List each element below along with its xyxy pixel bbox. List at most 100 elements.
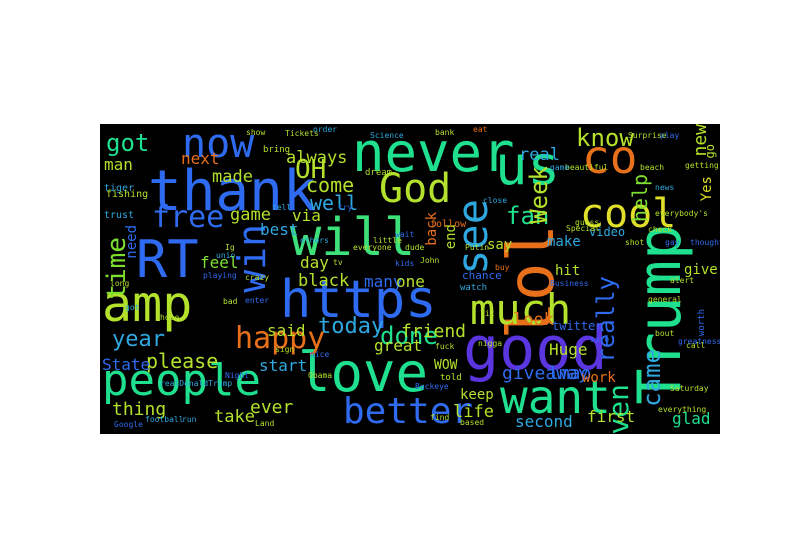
- word: work: [582, 370, 616, 386]
- word: cool: [580, 191, 677, 237]
- word: beach: [640, 163, 665, 172]
- word: guess: [575, 218, 600, 227]
- word: trust: [104, 210, 135, 221]
- word: take: [214, 407, 255, 427]
- word: lmao: [548, 363, 592, 384]
- word: amp: [102, 275, 193, 333]
- word: God: [379, 166, 452, 212]
- word: co: [582, 130, 638, 184]
- word: Surprise: [628, 131, 667, 140]
- word: hit: [555, 263, 581, 279]
- word: WOW: [434, 358, 458, 373]
- word: show: [246, 128, 266, 137]
- word: ever: [250, 397, 294, 418]
- word: today: [318, 314, 385, 339]
- word: RT: [136, 230, 199, 290]
- word: buy: [495, 263, 510, 272]
- word: keep: [460, 387, 494, 403]
- word: Ig: [225, 243, 235, 252]
- word: second: [515, 412, 573, 431]
- word: good: [463, 314, 608, 384]
- word: came: [638, 349, 666, 407]
- word: best: [260, 220, 299, 239]
- word: better: [343, 391, 474, 432]
- word: many: [364, 272, 403, 291]
- word: feel: [200, 253, 239, 272]
- word: eat: [473, 125, 488, 134]
- word: Saturday: [670, 384, 709, 393]
- word: Special: [566, 224, 600, 233]
- word: fan: [506, 202, 550, 230]
- word: Tickets: [285, 129, 319, 138]
- word: bad: [223, 297, 238, 306]
- word: sign: [275, 345, 295, 354]
- word: please: [146, 349, 219, 373]
- word: Land: [255, 419, 275, 428]
- word: come: [306, 173, 355, 197]
- word: help: [628, 174, 652, 223]
- word: will: [290, 208, 416, 268]
- word: find: [430, 413, 450, 422]
- word: got: [106, 129, 150, 157]
- word: giveaway: [502, 363, 589, 384]
- word: alert: [670, 276, 695, 285]
- word: Night: [225, 371, 250, 380]
- word: first: [587, 407, 636, 426]
- word: Business: [550, 279, 589, 288]
- word: shot: [625, 238, 645, 247]
- word: glad: [672, 409, 711, 428]
- word: tiger: [104, 183, 135, 194]
- word: done: [380, 322, 438, 350]
- word: real: [519, 145, 560, 165]
- word: thing: [112, 399, 167, 420]
- word: wait: [395, 230, 415, 239]
- word: John: [420, 256, 440, 265]
- word: play: [660, 131, 680, 140]
- word: love: [298, 341, 429, 404]
- word: tell: [272, 203, 292, 212]
- word: people: [102, 355, 261, 406]
- word: year: [112, 327, 165, 352]
- word: Buckeye: [415, 382, 449, 391]
- word: bout: [655, 329, 675, 338]
- word: go: [703, 144, 717, 159]
- word: Google: [114, 420, 143, 429]
- word: everyone: [353, 243, 392, 252]
- word: never: [352, 124, 515, 184]
- word: great: [374, 336, 423, 355]
- word: dude: [405, 243, 425, 252]
- word: gay: [665, 238, 680, 247]
- word: State: [102, 355, 151, 374]
- word: hope: [160, 313, 180, 322]
- word: want: [500, 370, 611, 424]
- word: free: [152, 200, 225, 235]
- word: video: [589, 225, 626, 239]
- word: OH: [295, 155, 327, 185]
- word: chance: [462, 269, 502, 282]
- word: said: [267, 321, 306, 340]
- word: kids: [395, 259, 415, 268]
- word: football: [145, 415, 184, 424]
- word: close: [483, 196, 508, 205]
- word: fuck: [435, 342, 455, 351]
- word: lit: [480, 309, 495, 318]
- word: Week: [525, 166, 553, 224]
- word: nice: [310, 350, 330, 359]
- word: tv: [333, 258, 343, 267]
- word: twitter: [552, 319, 603, 333]
- word: told: [440, 373, 462, 383]
- word: order: [313, 125, 338, 134]
- word: game: [230, 205, 271, 225]
- word: news: [655, 183, 675, 192]
- word: sure: [590, 335, 610, 344]
- word-cloud: https lol good thank amp people RT love never wil…: [100, 124, 720, 434]
- word: fishing: [106, 189, 149, 200]
- word: know: [576, 124, 634, 152]
- word: thought: [690, 238, 720, 247]
- word: check: [648, 225, 673, 234]
- word: getting: [685, 161, 719, 170]
- word: day: [300, 253, 329, 272]
- word: little: [373, 236, 402, 245]
- word: say: [487, 237, 513, 253]
- word: always: [286, 148, 348, 168]
